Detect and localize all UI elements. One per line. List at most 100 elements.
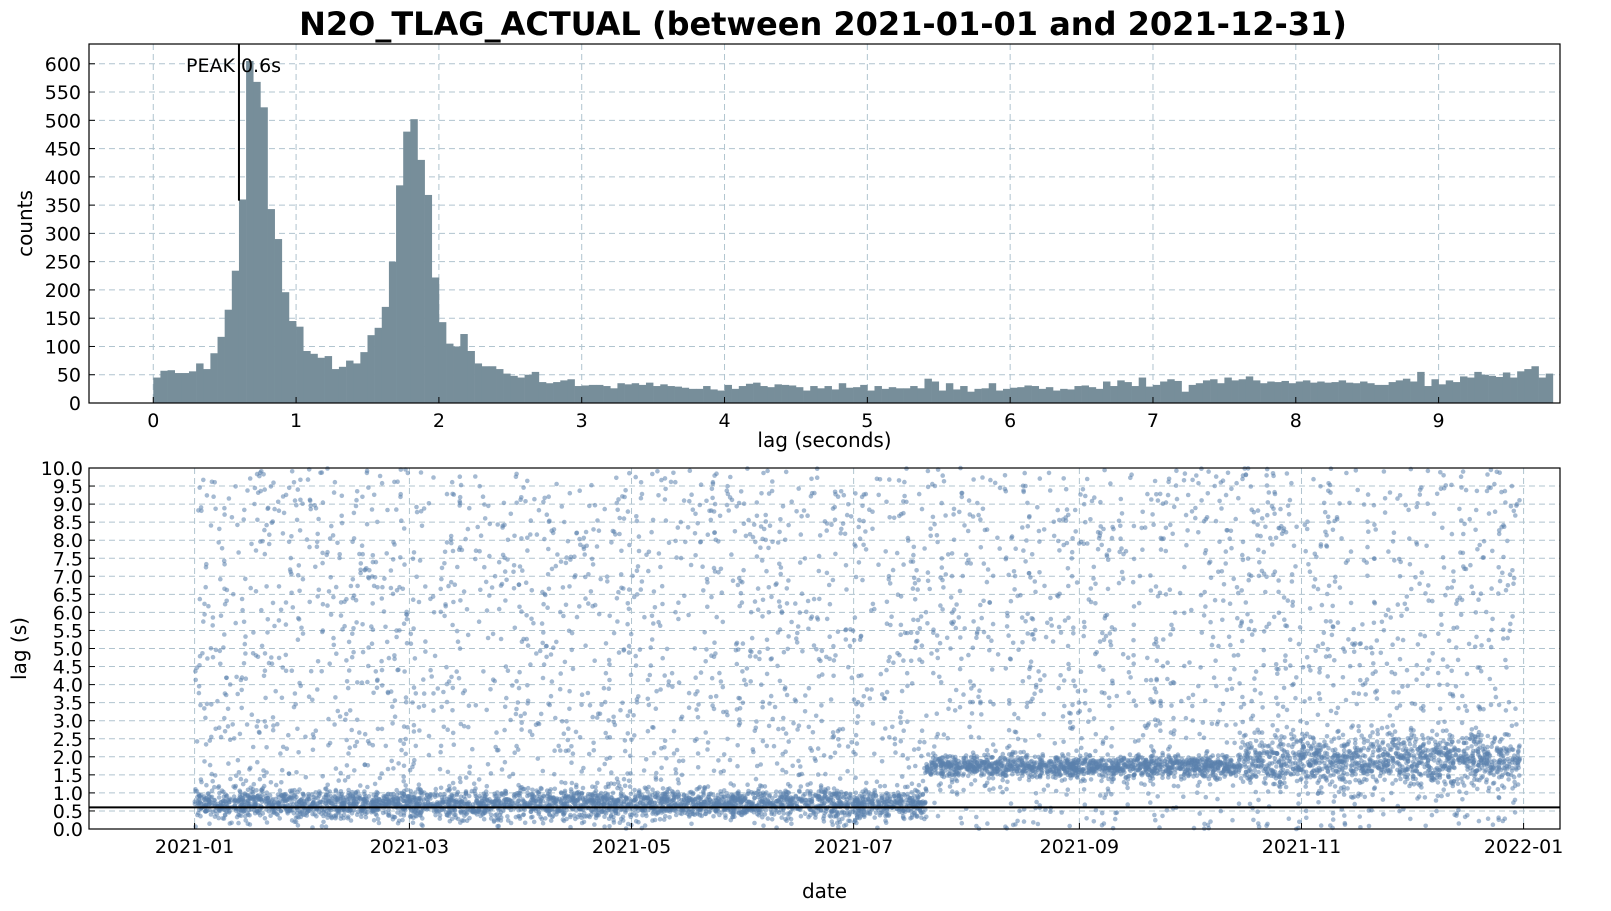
scatter-point [386, 655, 392, 661]
scatter-point [663, 518, 669, 523]
scatter-point [916, 577, 921, 583]
scatter-point [536, 810, 542, 815]
histogram-bar [1160, 381, 1168, 403]
scatter-point [310, 747, 316, 753]
scatter-point [786, 739, 791, 744]
scatter-point [428, 792, 433, 797]
scatter-point [484, 707, 490, 713]
scatter-point [922, 739, 927, 745]
scatter-point [911, 617, 916, 623]
scatter-point [362, 789, 367, 794]
scatter-point [734, 640, 740, 646]
histogram-bar [338, 366, 347, 403]
histogram-bar [1060, 388, 1068, 403]
scatter-point [781, 715, 786, 721]
scatter-point [832, 750, 838, 756]
scatter-point [916, 782, 922, 788]
scatter-point [653, 706, 659, 711]
histogram-grid [89, 44, 1560, 404]
scatter-point [275, 499, 281, 505]
scatter-point [193, 677, 198, 683]
scatter-point [228, 776, 233, 782]
scatter-point [442, 561, 447, 566]
scatter-point [414, 509, 420, 515]
scatter-point [726, 508, 731, 513]
scatter-point [605, 791, 610, 797]
scatter-point [813, 792, 819, 798]
scatter-point [832, 517, 838, 523]
scatter-point [797, 796, 803, 801]
scatter-point [878, 671, 884, 677]
y-tick-label: 200 [45, 280, 81, 302]
scatter-point [626, 778, 632, 784]
scatter-point [516, 798, 522, 804]
scatter-point [439, 576, 444, 582]
scatter-point [444, 681, 450, 687]
scatter-point [867, 507, 872, 512]
scatter-point [329, 815, 335, 821]
scatter-point [552, 786, 558, 792]
scatter-point [686, 612, 691, 618]
scatter-point [728, 474, 733, 480]
scatter-point [413, 691, 419, 696]
scatter-point [557, 686, 563, 692]
scatter-point [593, 812, 599, 817]
scatter-point [553, 715, 558, 721]
scatter-point [295, 726, 300, 732]
scatter-point [658, 687, 663, 692]
scatter-point [815, 746, 821, 751]
scatter-point [628, 791, 634, 797]
histogram-bar [1231, 380, 1239, 403]
scatter-point [351, 801, 356, 807]
scatter-point [490, 631, 496, 637]
scatter-point [711, 814, 716, 819]
scatter-point [769, 594, 774, 600]
histogram-bar [517, 377, 525, 403]
histogram-bar [1431, 379, 1439, 403]
scatter-point [339, 493, 345, 499]
scatter-point [825, 786, 831, 791]
histogram-bar [1538, 377, 1547, 403]
scatter-point [333, 584, 339, 590]
scatter-point [396, 761, 401, 766]
scatter-point [574, 614, 580, 620]
scatter-point [233, 484, 238, 489]
scatter-point [273, 688, 279, 694]
scatter-point [819, 648, 825, 654]
scatter-point [910, 586, 916, 591]
scatter-point [325, 782, 331, 788]
scatter-point [395, 667, 400, 673]
scatter-point [253, 589, 259, 594]
scatter-point [358, 561, 364, 566]
scatter-point [796, 723, 802, 728]
scatter-point [384, 802, 389, 807]
scatter-point [886, 658, 891, 664]
scatter-point [229, 515, 235, 520]
scatter-point [752, 796, 757, 801]
scatter-point [834, 810, 839, 815]
histogram-bar [1067, 389, 1075, 403]
scatter-point [354, 489, 360, 494]
scatter-point [858, 634, 864, 639]
scatter-point [585, 690, 591, 696]
histogram-bar [1081, 385, 1090, 403]
scatter-point [569, 647, 575, 653]
scatter-point [249, 541, 254, 547]
scatter-point [709, 594, 714, 600]
scatter-point [216, 795, 222, 800]
scatter-point [209, 702, 214, 707]
scatter-point [394, 628, 399, 633]
scatter-point [298, 477, 303, 483]
scatter-point [754, 500, 760, 505]
scatter-point [540, 675, 546, 681]
histogram-bar [160, 370, 168, 403]
scatter-point [823, 771, 828, 777]
scatter-point [797, 610, 803, 615]
scatter-point [872, 815, 877, 820]
scatter-point [359, 680, 365, 685]
scatter-point [512, 750, 517, 755]
scatter-point [531, 620, 536, 626]
scatter-point [908, 630, 914, 635]
scatter-point [540, 768, 546, 774]
scatter-point [582, 814, 587, 819]
